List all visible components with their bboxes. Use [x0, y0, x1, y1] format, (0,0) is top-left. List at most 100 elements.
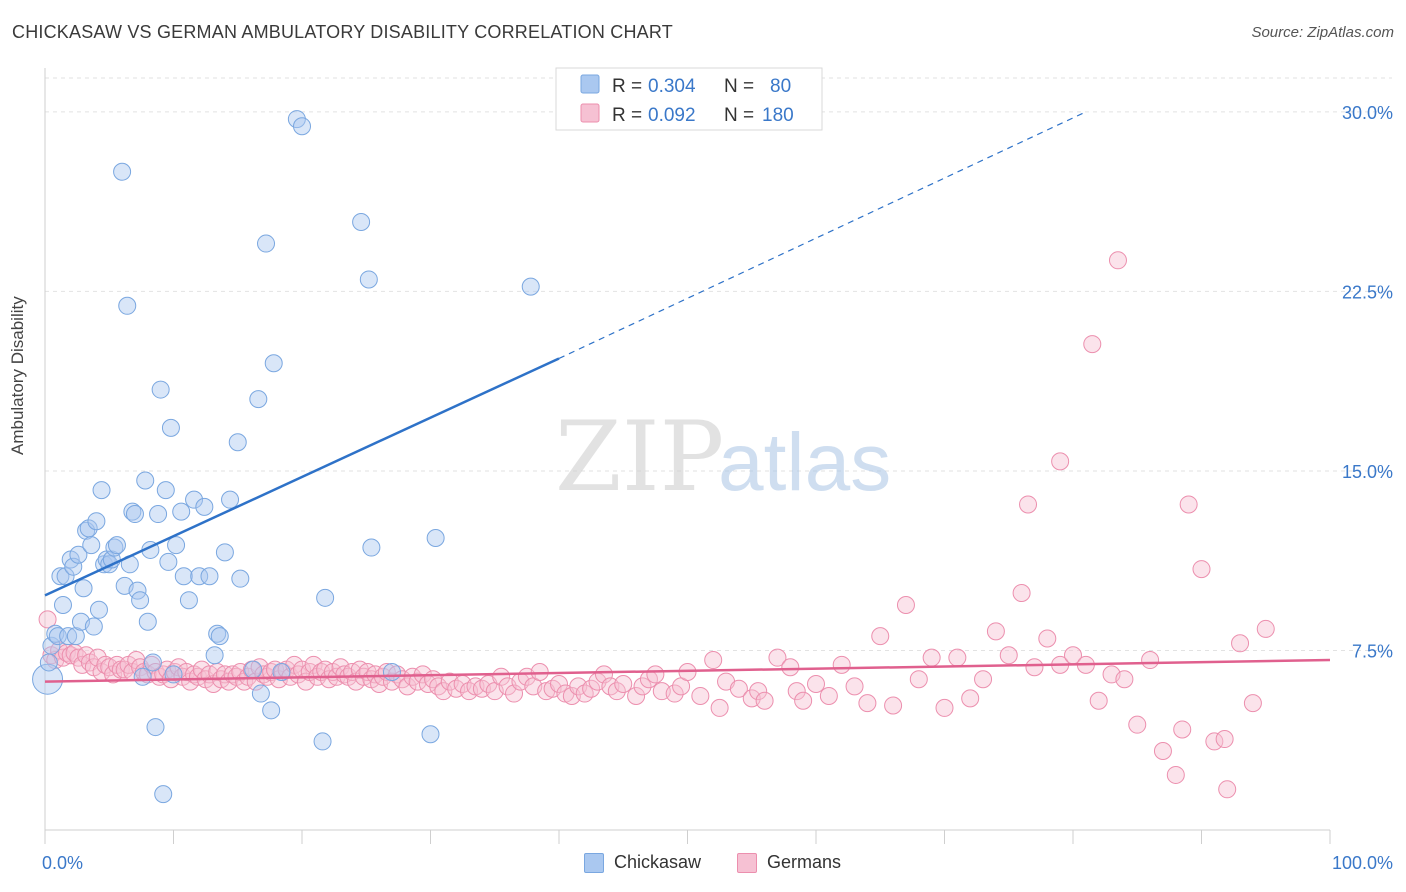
legend-swatch-chickasaw [580, 74, 600, 94]
tick-labels: 7.5% 15.0% 22.5% 30.0% 0.0% 100.0% [42, 103, 1393, 873]
germans-point [768, 648, 787, 667]
germans-point [1192, 560, 1211, 579]
germans-point [999, 646, 1018, 665]
chickasaw-point [200, 567, 219, 586]
germans-point [909, 670, 928, 689]
y-tick-label: 22.5% [1342, 282, 1393, 302]
germans-point [922, 648, 941, 667]
chickasaw-point [316, 588, 335, 607]
germans-point [935, 698, 954, 717]
chickasaw-point [131, 591, 150, 610]
legend-item-chickasaw: Chickasaw [584, 852, 701, 873]
chickasaw-trend-line [44, 357, 560, 597]
germans-point [755, 691, 774, 710]
chickasaw-point [190, 567, 209, 586]
germans-point [832, 655, 851, 674]
chickasaw-point [138, 612, 157, 631]
chickasaw-point [59, 627, 78, 646]
germans-point [1179, 495, 1198, 514]
chickasaw-point [362, 538, 381, 557]
legend-label-chickasaw: Chickasaw [614, 852, 702, 872]
chickasaw-point [51, 567, 70, 586]
germans-point [505, 684, 524, 703]
chickasaw-point [151, 380, 170, 399]
y-tick-label: 30.0% [1342, 103, 1393, 123]
axes [44, 68, 1331, 844]
chickasaw-point [159, 552, 178, 571]
legend-r-value-germans: 0.092 [648, 105, 696, 126]
legend-n-label-germans: N = [724, 105, 759, 126]
legend-n-value-chickasaw: 80 [770, 76, 791, 97]
chart-title: CHICKASAW VS GERMAN AMBULATORY DISABILIT… [12, 22, 673, 42]
germans-point [1218, 780, 1237, 799]
chickasaw-point [154, 785, 173, 804]
chickasaw-point [64, 557, 83, 576]
chickasaw-point [208, 624, 227, 643]
germans-point [871, 627, 890, 646]
germans-point [819, 686, 838, 705]
chickasaw-point [123, 502, 142, 521]
chickasaw-point [293, 117, 311, 136]
chickasaw-point [136, 471, 155, 490]
germans-point [1153, 742, 1172, 761]
chickasaw-point [92, 481, 111, 500]
watermark-zip: ZIP [555, 401, 724, 513]
chickasaw-point [228, 433, 247, 452]
germans-point [986, 622, 1005, 641]
chickasaw-point [82, 536, 101, 555]
germans-point [896, 595, 915, 614]
legend-r-label-chickasaw: R = [612, 76, 647, 97]
germans-point [729, 679, 748, 698]
germans-point [607, 682, 626, 701]
trend-lines [44, 111, 1331, 683]
chickasaw-point [48, 627, 67, 646]
legend-box [555, 67, 823, 131]
germans-point [1019, 495, 1038, 514]
chickasaw-point [143, 653, 162, 672]
germans-point [398, 677, 417, 696]
chickasaw-point [231, 569, 250, 588]
germans-point [1083, 335, 1102, 354]
germans-point [710, 698, 729, 717]
germans-point [1141, 651, 1160, 670]
chickasaw-point [133, 667, 152, 686]
germans-point [961, 689, 980, 708]
legend-r-value-chickasaw: 0.304 [648, 76, 696, 97]
germans-point [1243, 694, 1262, 713]
grid-lines [45, 77, 1392, 651]
chickasaw-point [167, 536, 186, 555]
germans-point [794, 691, 813, 710]
germans-point [1108, 251, 1127, 270]
germans-point [1012, 584, 1031, 603]
chickasaw-point [179, 591, 198, 610]
chickasaw-point [172, 502, 191, 521]
chickasaw-point [272, 663, 291, 682]
germans-point [88, 648, 107, 667]
chickasaw-point [210, 627, 229, 646]
chickasaw-point [87, 512, 106, 531]
chickasaw-point [66, 627, 85, 646]
y-tick-label: 15.0% [1342, 462, 1393, 482]
watermark: ZIP atlas [555, 401, 891, 513]
legend-item-germans: Germans [737, 852, 841, 873]
chickasaw-point [174, 567, 193, 586]
chickasaw-point [146, 718, 165, 737]
chickasaw-point [262, 701, 281, 720]
germans-point [845, 677, 864, 696]
germans-point [627, 686, 646, 705]
chickasaw-point [313, 732, 332, 751]
chickasaw-trend-extension [558, 111, 1087, 359]
chickasaw-point [221, 490, 240, 509]
chickasaw-point [352, 213, 371, 232]
chickasaw-point [257, 234, 276, 253]
swatch-chickasaw [584, 852, 604, 873]
source-credit: Source: ZipAtlas.com [1251, 24, 1394, 41]
chickasaw-point [264, 354, 283, 373]
chickasaw-point [359, 270, 378, 289]
germans-point [646, 665, 665, 684]
y-tick-label: 7.5% [1352, 641, 1393, 661]
germans-point [749, 682, 768, 701]
chickasaw-point [74, 579, 93, 598]
chickasaw-point [39, 653, 58, 672]
